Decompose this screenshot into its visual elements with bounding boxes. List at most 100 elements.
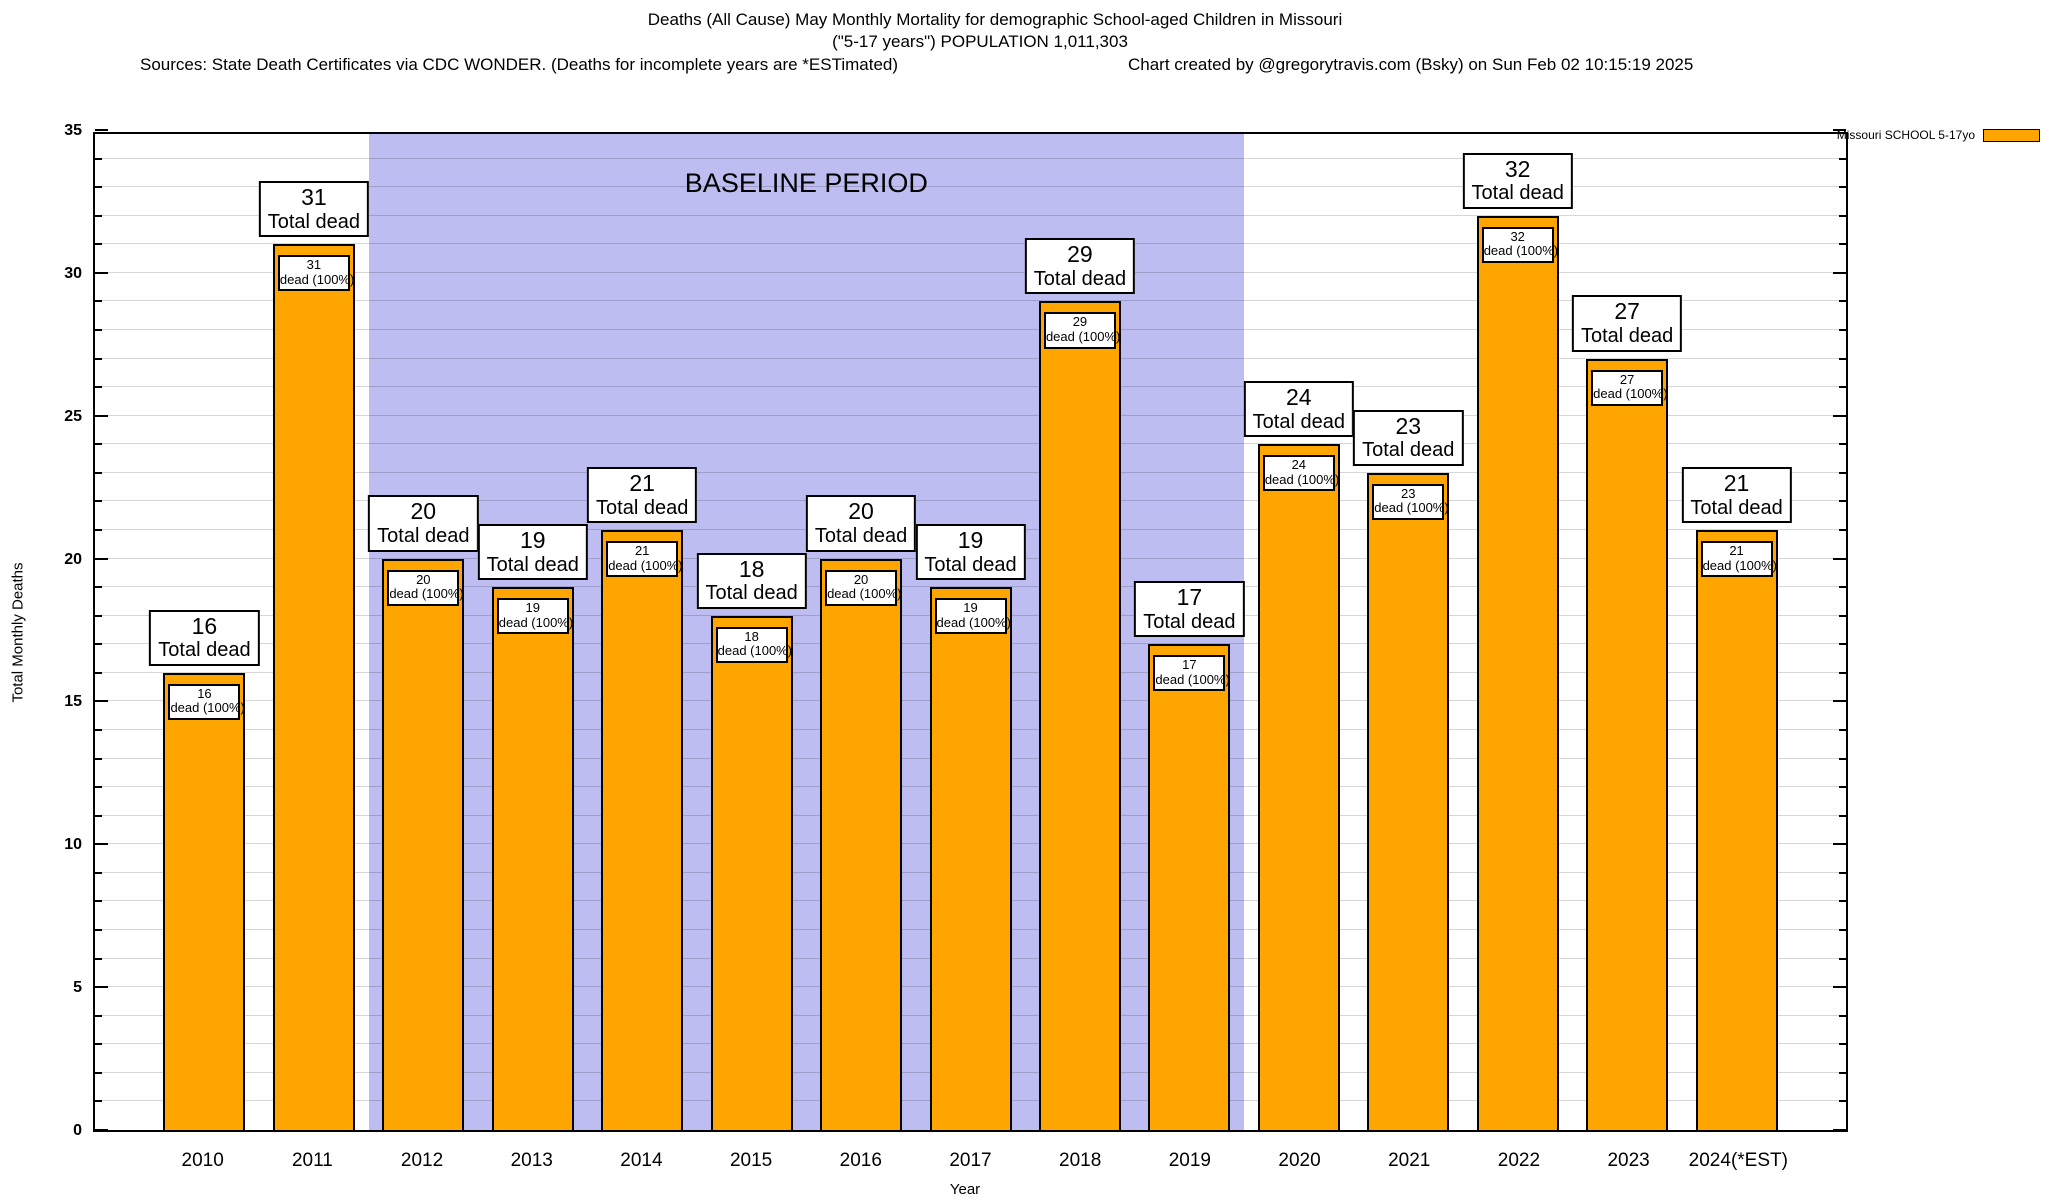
x-tick-label: 2017	[949, 1150, 992, 1171]
total-dead-text: Total dead	[1362, 439, 1455, 462]
y-tick	[1839, 786, 1846, 789]
y-tick	[95, 986, 108, 989]
bar-inner-label: 27 dead (100%)	[1591, 369, 1668, 406]
gridline	[95, 214, 1846, 216]
x-axis-label: Year	[949, 1181, 981, 1198]
y-tick	[1839, 386, 1846, 389]
y-tick	[95, 357, 102, 360]
total-dead-text: Total dead	[814, 525, 908, 548]
y-tick	[1833, 843, 1846, 846]
total-dead-text: Total dead	[1690, 496, 1783, 519]
y-tick	[1833, 129, 1846, 131]
bar-inner-text: dead (100%)	[1045, 328, 1121, 344]
x-tick-label: 2012	[400, 1150, 444, 1171]
y-tick	[95, 471, 102, 474]
total-dead-value: 31	[301, 184, 327, 211]
total-dead-text: Total dead	[1143, 610, 1236, 633]
bar-inner-value: 20	[853, 571, 869, 587]
bar-inner-value: 23	[1401, 485, 1416, 501]
bar-inner-text: dead (100%)	[1264, 471, 1340, 487]
total-dead-text: Total dead	[486, 553, 579, 576]
y-tick	[1839, 186, 1846, 189]
x-tick-label: 2011	[291, 1150, 333, 1171]
y-tick	[1839, 300, 1846, 303]
y-tick	[1839, 871, 1846, 874]
total-dead-label: 18 Total dead	[696, 552, 807, 609]
bar-inner-text: dead (100%)	[608, 557, 683, 573]
gridline	[95, 157, 1846, 159]
bar-inner-label: 19 dead (100%)	[934, 598, 1011, 635]
total-dead-value: 27	[1614, 298, 1640, 325]
y-tick	[1833, 414, 1846, 417]
bar-inner-text: dead (100%)	[1593, 386, 1668, 402]
x-tick-label: 2019	[1168, 1150, 1212, 1171]
y-tick	[1839, 529, 1846, 531]
total-dead-value: 20	[848, 498, 874, 525]
y-tick	[95, 529, 102, 531]
bar-2011: 31 dead (100%)	[272, 244, 355, 1130]
total-dead-value: 16	[191, 612, 218, 639]
bar-inner-text: dead (100%)	[170, 700, 245, 716]
total-dead-text: Total dead	[1033, 268, 1127, 291]
y-tick	[1839, 500, 1846, 503]
gridline	[95, 386, 1846, 388]
y-tick	[1833, 557, 1846, 560]
bar-2017: 19 dead (100%)	[929, 587, 1012, 1130]
y-tick	[95, 929, 102, 931]
bar-inner-label: 29 dead (100%)	[1043, 312, 1121, 349]
total-dead-label: 21 Total dead	[587, 466, 698, 523]
bar-2015: 18 dead (100%)	[710, 615, 793, 1130]
chart-title-line2: ("5-17 years") POPULATION 1,011,303	[832, 32, 1128, 51]
bar-2020: 24 dead (100%)	[1257, 444, 1340, 1130]
total-dead-label: 17 Total dead	[1134, 581, 1245, 638]
total-dead-label: 20 Total dead	[368, 495, 479, 552]
y-tick	[1833, 986, 1846, 989]
y-tick	[95, 786, 102, 789]
y-tick	[95, 557, 108, 560]
bar-inner-value: 16	[197, 685, 212, 701]
bar-inner-value: 19	[525, 600, 540, 616]
x-tick-label: 2020	[1278, 1150, 1321, 1171]
x-tick-label: 2018	[1059, 1150, 1102, 1171]
bar-inner-value: 21	[634, 543, 650, 558]
gridline	[95, 471, 1846, 473]
y-tick	[1833, 271, 1846, 274]
y-tick	[1839, 1100, 1846, 1103]
total-dead-value: 29	[1067, 241, 1093, 268]
total-dead-label: 27 Total dead	[1571, 295, 1683, 352]
y-tick	[95, 900, 102, 903]
y-tick	[95, 329, 102, 331]
y-tick	[1839, 729, 1846, 731]
total-dead-label: 19 Total dead	[915, 524, 1026, 581]
total-dead-value: 21	[629, 469, 655, 496]
y-tick	[1839, 1043, 1846, 1046]
y-tick	[95, 614, 102, 617]
total-dead-text: Total dead	[705, 582, 798, 605]
bar-inner-label: 20 dead (100%)	[825, 569, 902, 606]
bar-2016: 20 dead (100%)	[820, 558, 903, 1130]
plot-area: BASELINE PERIOD 16 dead (100%) 16 Total dea…	[93, 129, 1848, 1132]
y-tick	[95, 271, 108, 274]
bar-2014: 21 dead (100%)	[601, 530, 684, 1130]
x-tick-label: 2024(*EST)	[1688, 1150, 1788, 1171]
bar-inner-text: dead (100%)	[717, 643, 793, 659]
bar-inner-label: 32 dead (100%)	[1481, 226, 1558, 263]
y-tick	[95, 1100, 102, 1103]
y-tick	[95, 300, 102, 303]
total-dead-text: Total dead	[1252, 410, 1345, 433]
bar-inner-label: 19 dead (100%)	[496, 598, 573, 635]
baseline-period-label: BASELINE PERIOD	[684, 168, 928, 198]
bar-inner-label: 20 dead (100%)	[387, 569, 464, 606]
y-tick-label: 30	[64, 264, 82, 282]
y-tick	[95, 443, 102, 446]
gridline	[95, 329, 1846, 330]
bar-2013: 19 dead (100%)	[491, 587, 574, 1130]
bar-inner-value: 32	[1510, 228, 1525, 244]
y-tick	[95, 243, 102, 246]
y-tick	[95, 129, 108, 131]
bar-2018: 29 dead (100%)	[1038, 301, 1121, 1130]
y-tick	[95, 671, 102, 674]
bar-inner-value: 17	[1182, 657, 1197, 673]
total-dead-text: Total dead	[596, 496, 689, 519]
y-tick	[1839, 157, 1846, 160]
